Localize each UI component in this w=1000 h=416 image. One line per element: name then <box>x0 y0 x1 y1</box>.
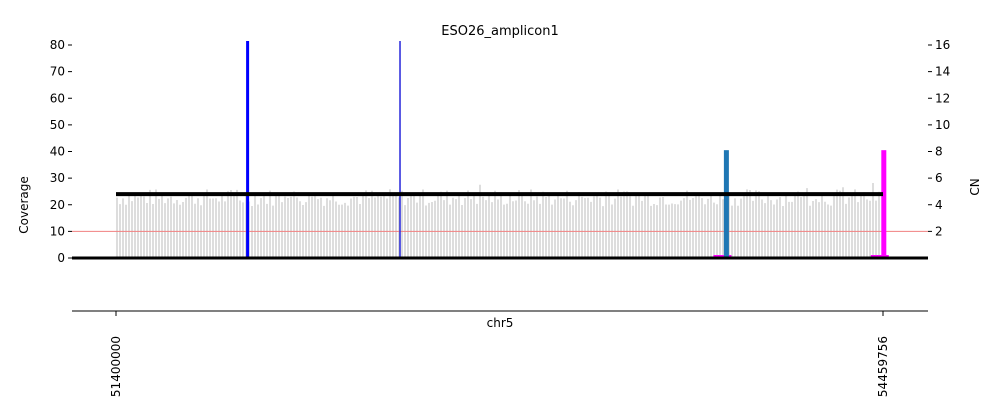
right-tick-label: 10 <box>935 118 950 132</box>
x-axis-label: chr5 <box>487 316 514 330</box>
discordant-edges <box>246 41 889 258</box>
left-tick-label: 10 <box>50 224 65 238</box>
left-tick-label: 50 <box>50 118 65 132</box>
left-tick-label: 70 <box>50 65 65 79</box>
x-tick-label: 54459756 <box>876 336 890 397</box>
x-tick-label: 51400000 <box>109 336 123 397</box>
right-tick-label: 12 <box>935 91 950 105</box>
discordant-edge <box>246 41 250 258</box>
x-axis: 51400000 54459756 <box>109 311 890 397</box>
right-tick-label: 14 <box>935 65 950 79</box>
left-tick-label: 30 <box>50 171 65 185</box>
discordant-edge <box>399 41 401 258</box>
left-tick-label: 0 <box>57 251 65 265</box>
discordant-edge <box>723 150 729 258</box>
left-tick-label: 60 <box>50 91 65 105</box>
left-tick-label: 80 <box>50 38 65 52</box>
left-y-axis: 0 10 20 30 40 50 60 70 80 <box>50 38 72 265</box>
y-axis-label-left: Coverage <box>17 176 31 234</box>
left-tick-label: 20 <box>50 198 65 212</box>
left-tick-label: 40 <box>50 145 65 159</box>
y-axis-label-right: CN <box>968 178 982 195</box>
discordant-edge <box>881 150 887 258</box>
right-y-axis: 2 4 6 8 10 12 14 16 <box>928 38 950 238</box>
right-tick-label: 16 <box>935 38 950 52</box>
right-tick-label: 6 <box>935 171 943 185</box>
chart-title: ESO26_amplicon1 <box>441 24 558 39</box>
right-tick-label: 4 <box>935 198 943 212</box>
right-tick-label: 2 <box>935 224 943 238</box>
right-tick-label: 8 <box>935 145 943 159</box>
